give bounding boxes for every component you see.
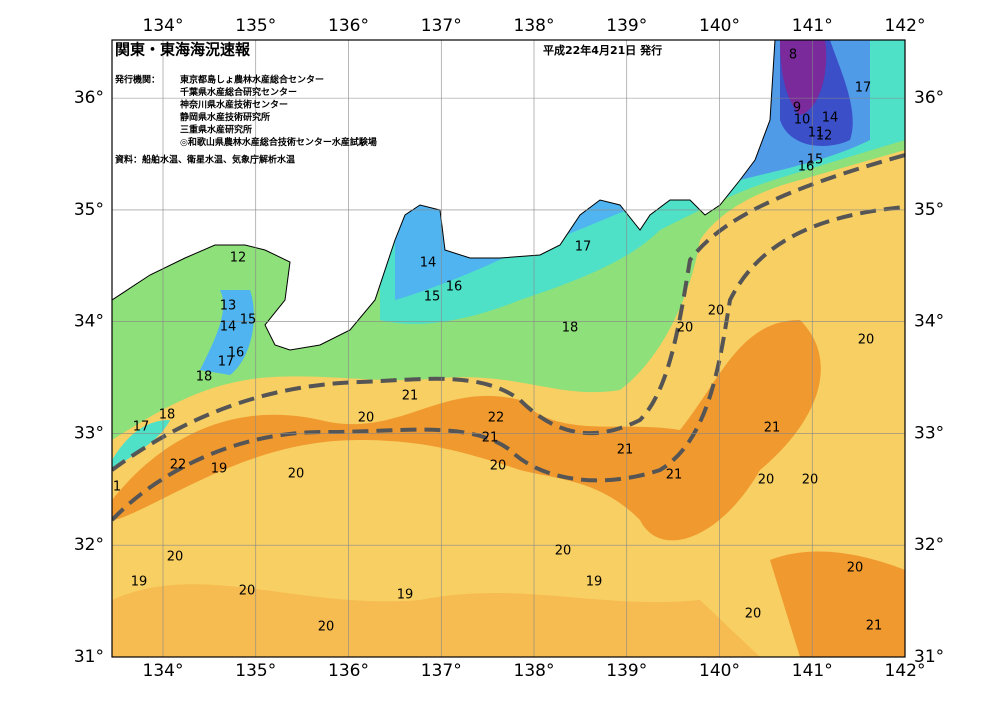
contour-label: 9: [793, 101, 801, 116]
contour-label: 18: [159, 408, 176, 423]
contour-label: 1: [113, 480, 121, 495]
contour-label: 18: [562, 321, 579, 336]
contour-label: 20: [677, 321, 694, 336]
contour-label: 14: [220, 320, 237, 335]
contour-label: 17: [218, 355, 235, 370]
lat-label-right: 36°: [914, 88, 944, 108]
lon-label-top: 141°: [792, 16, 833, 36]
contour-label: 19: [586, 575, 603, 590]
lon-label-bottom: 134°: [143, 661, 184, 681]
contour-label: 16: [798, 160, 815, 175]
lon-label-top: 138°: [514, 16, 555, 36]
lon-label-bottom: 139°: [606, 661, 647, 681]
lon-label-bottom: 136°: [328, 661, 369, 681]
contour-label: 21: [866, 619, 883, 634]
lon-label-bottom: 140°: [699, 661, 740, 681]
contour-label: 20: [847, 561, 864, 576]
lon-label-top: 142°: [885, 16, 926, 36]
title: 関東・東海海況速報: [115, 41, 251, 59]
issuer: 静岡県水産技術研究所: [180, 111, 270, 123]
lon-label-bottom: 138°: [514, 661, 555, 681]
lon-label-bottom: 135°: [235, 661, 276, 681]
contour-label: 13: [220, 299, 237, 314]
lat-label-right: 32°: [914, 535, 944, 555]
lat-label-left: 33°: [74, 423, 104, 443]
lat-label-right: 35°: [914, 200, 944, 220]
contour-label: 10: [794, 113, 811, 128]
contour-label: 22: [488, 411, 505, 426]
contour-label: 17: [575, 240, 592, 255]
lat-label-left: 34°: [74, 312, 104, 332]
lon-label-bottom: 141°: [792, 661, 833, 681]
contour-label: 19: [397, 588, 414, 603]
contour-label: 12: [816, 129, 833, 144]
lat-label-left: 32°: [74, 535, 104, 555]
contour-label: 21: [482, 431, 499, 446]
issuer-label: 発行機関：: [114, 74, 160, 86]
contour-label: 20: [490, 459, 507, 474]
contour-label: 20: [239, 584, 256, 599]
contour-label: 21: [402, 389, 419, 404]
contour-label: 20: [318, 620, 335, 635]
issue-date: 平成22年4月21日 発行: [543, 43, 662, 57]
contour-label: 17: [133, 420, 150, 435]
contour-label: 14: [420, 256, 437, 271]
contour-label: 20: [708, 304, 725, 319]
data-source: 資料：船舶水温、衛星水温、気象庁解析水温: [115, 154, 295, 166]
issuer: 神奈川県水産技術センター: [180, 99, 288, 111]
lon-label-top: 140°: [699, 16, 740, 36]
contour-label: 12: [230, 251, 247, 266]
issuer: 東京都島しょ農林水産総合センター: [180, 74, 324, 86]
contour-label: 11: [808, 126, 825, 141]
contour-label: 21: [617, 443, 634, 458]
contour-label: 21: [666, 468, 683, 483]
lat-label-left: 36°: [74, 88, 104, 108]
contour-label: 16: [228, 346, 245, 361]
issuer-list: 東京都島しょ農林水産総合センター千葉県水産総合研究センター神奈川県水産技術センタ…: [180, 74, 377, 149]
lon-label-top: 137°: [421, 16, 462, 36]
contour-label: 20: [758, 473, 775, 488]
map-frame: [111, 39, 906, 658]
lat-label-right: 31°: [914, 647, 944, 667]
lon-label-top: 136°: [328, 16, 369, 36]
issuer: 千葉県水産総合研究センター: [180, 86, 297, 98]
contour-label: 15: [807, 153, 824, 168]
issuer: 三重県水産研究所: [180, 124, 252, 136]
contour-label: 22: [170, 458, 187, 473]
contour-label: 19: [131, 575, 148, 590]
contour-label: 20: [802, 473, 819, 488]
contour-label: 17: [855, 81, 872, 96]
contour-label: 20: [745, 607, 762, 622]
contour-label: 20: [358, 411, 375, 426]
map-fill: [112, 40, 905, 657]
lat-label-right: 34°: [914, 312, 944, 332]
lon-label-top: 134°: [143, 16, 184, 36]
lat-label-left: 31°: [74, 647, 104, 667]
contour-label: 21: [764, 421, 781, 436]
lon-label-top: 139°: [606, 16, 647, 36]
contour-label: 19: [211, 462, 228, 477]
contour-label: 20: [288, 467, 305, 482]
contour-label: 16: [446, 280, 463, 295]
contour-label: 15: [240, 313, 257, 328]
contour-label: 14: [822, 111, 839, 126]
lon-label-bottom: 137°: [421, 661, 462, 681]
contour-label: 20: [167, 550, 184, 565]
lon-label-top: 135°: [235, 16, 276, 36]
contour-label: 8: [789, 48, 797, 63]
contour-label: 18: [196, 370, 213, 385]
contour-label: 20: [555, 544, 572, 559]
lon-label-bottom: 142°: [885, 661, 926, 681]
contour-label: 20: [858, 333, 875, 348]
contour-label: 15: [424, 290, 441, 305]
issuer: ◎和歌山県農林水産総合技術センター水産試験場: [180, 136, 377, 148]
lat-label-left: 35°: [74, 200, 104, 220]
lat-label-right: 33°: [914, 423, 944, 443]
